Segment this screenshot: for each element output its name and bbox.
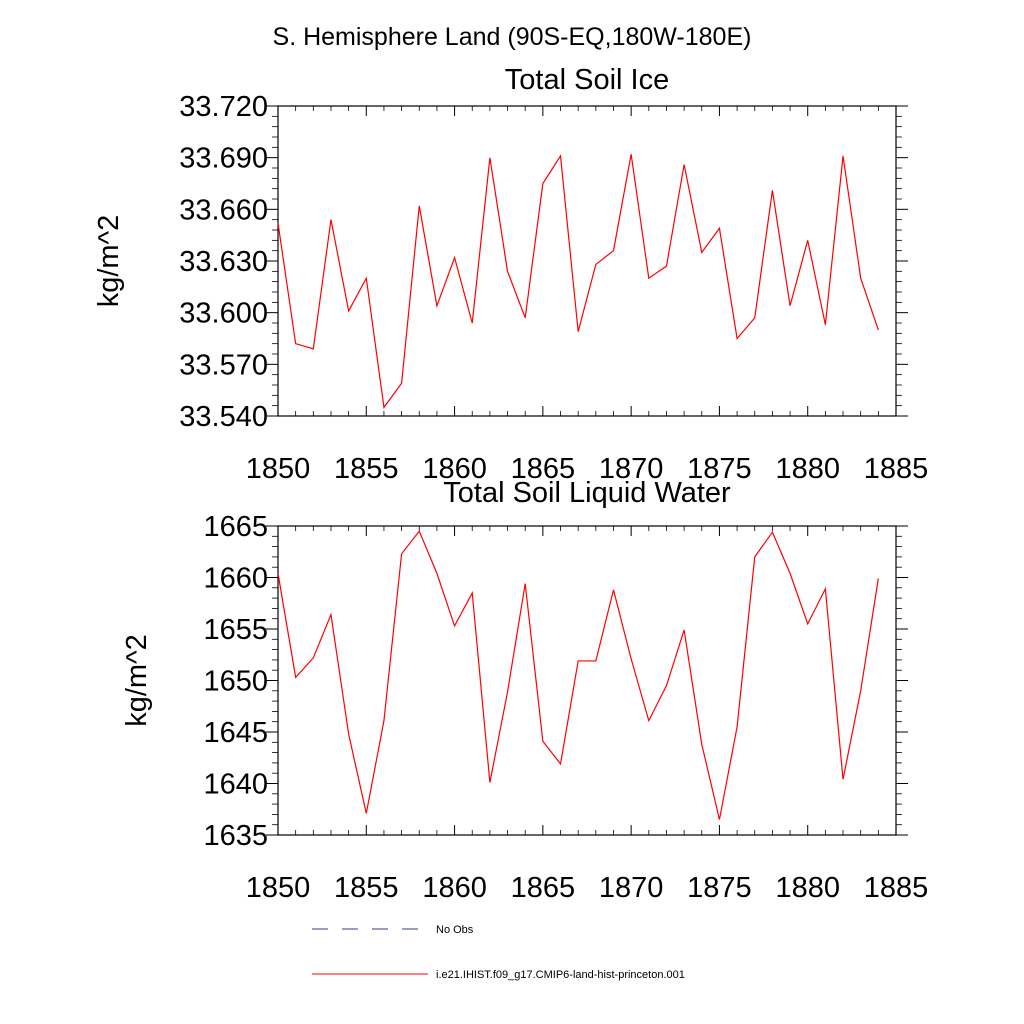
y-tick-label: 33.720: [179, 91, 268, 123]
x-tick-label: 1875: [687, 453, 752, 485]
y-tick-label: 1650: [203, 666, 268, 698]
x-tick-label: 1870: [599, 453, 664, 485]
figure-main-title: S. Hemisphere Land (90S-EQ,180W-180E): [273, 23, 752, 51]
y-tick-label: 33.660: [179, 194, 268, 226]
y-tick-label: 1655: [203, 614, 268, 646]
legend-label-2: i.e21.IHIST.f09_g17.CMIP6-land-hist-prin…: [436, 969, 685, 981]
x-tick-label: 1875: [687, 872, 752, 904]
series-line-1: [277, 154, 879, 409]
x-tick-label: 1855: [334, 453, 399, 485]
x-tick-label: 1865: [511, 872, 576, 904]
panels: Total Soil Ice kg/m^2 1850 1855 1860 1865 1870…: [93, 64, 928, 904]
x-tick-label: 1860: [422, 872, 487, 904]
y-tick-label: 1645: [203, 717, 268, 749]
x-tick-label: 1855: [334, 872, 399, 904]
x-tick-label: 1880: [775, 453, 840, 485]
y-tick-label: 33.630: [179, 246, 268, 278]
x-tick-label: 1850: [246, 453, 311, 485]
y-tick-label: 1635: [203, 820, 268, 852]
chart-title: Total Soil Liquid Water: [443, 477, 731, 509]
y-tick-label: 1660: [203, 563, 268, 595]
y-tick-label: 33.540: [179, 401, 268, 433]
x-tick-label: 1860: [422, 453, 487, 485]
chart-panel-2: Total Soil Liquid Water kg/m^2 1850 1855 186…: [121, 477, 928, 904]
chart-panel-1: Total Soil Ice kg/m^2 1850 1855 1860 1865 1870…: [93, 64, 928, 485]
x-tick-label: 1880: [775, 872, 840, 904]
chart-title: Total Soil Ice: [505, 64, 669, 96]
series-line-1: [277, 529, 879, 820]
y-tick-label: 33.690: [179, 143, 268, 175]
x-tick-label: 1870: [599, 872, 664, 904]
y-axis-label: kg/m^2: [121, 634, 153, 727]
y-tick-label: 1665: [203, 511, 268, 543]
y-tick-label: 33.600: [179, 298, 268, 330]
x-tick-label: 1850: [246, 872, 311, 904]
y-tick-label: 33.570: [179, 349, 268, 381]
y-tick-label: 1640: [203, 769, 268, 801]
x-tick-label: 1865: [511, 453, 576, 485]
plot-frame: [277, 105, 897, 417]
y-axis-label: kg/m^2: [93, 215, 125, 308]
legend-label-1: No Obs: [436, 924, 474, 936]
x-tick-label: 1885: [864, 872, 929, 904]
x-tick-label: 1885: [864, 453, 929, 485]
legend: No Obs i.e21.IHIST.f09_g17.CMIP6-land-his…: [312, 924, 685, 981]
